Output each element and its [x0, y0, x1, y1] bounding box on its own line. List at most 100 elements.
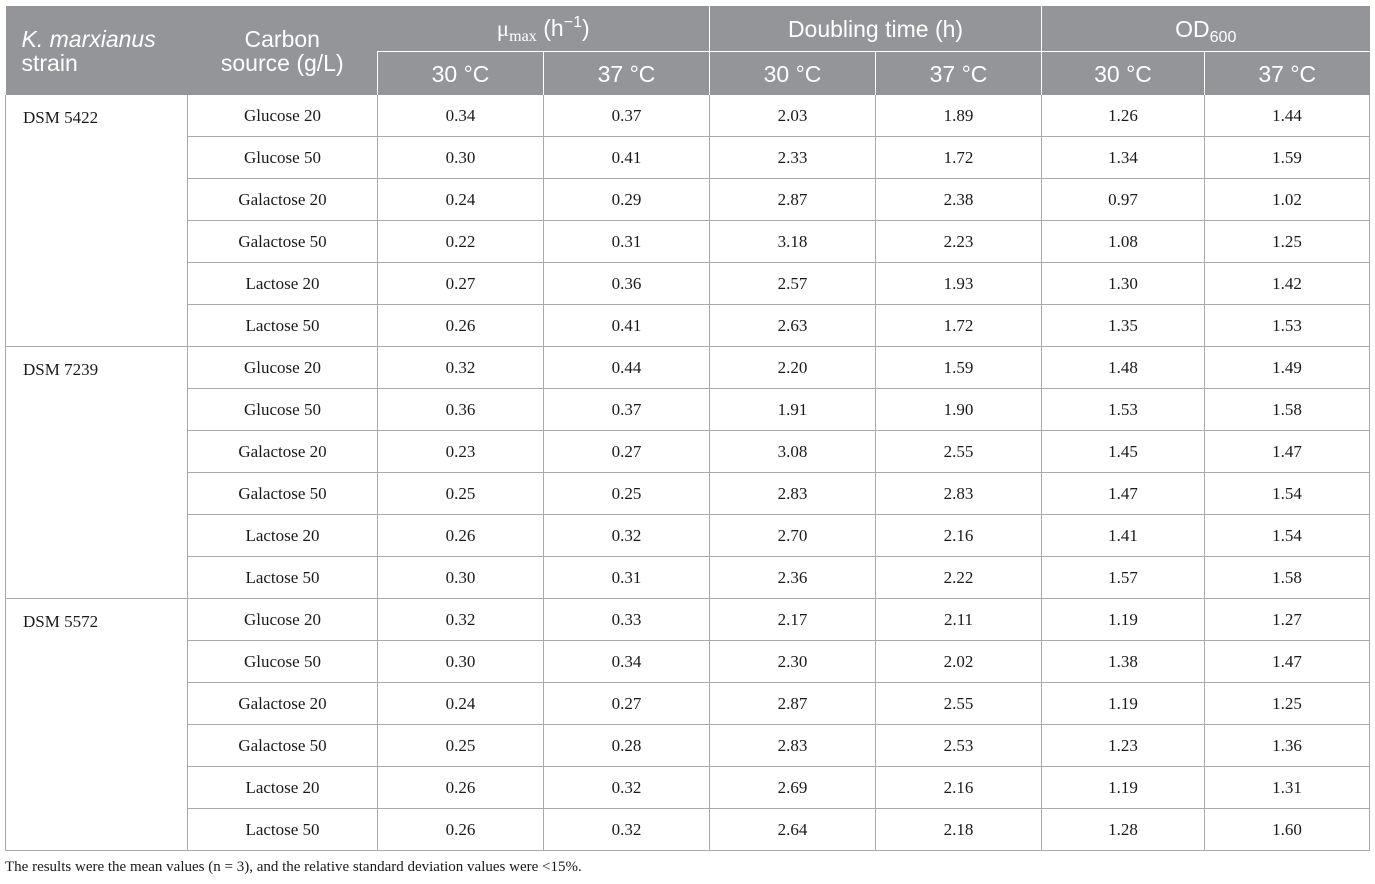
carbon-source-cell: Galactose 50 — [187, 220, 378, 263]
mu-37-cell: 0.32 — [543, 514, 710, 557]
carbon-source-cell: Lactose 20 — [187, 766, 378, 809]
growth-results-table: K. marxianus strain Carbon source (g/L) … — [5, 6, 1371, 851]
results-table-container: K. marxianus strain Carbon source (g/L) … — [5, 6, 1371, 876]
od-37-cell: 1.47 — [1204, 640, 1371, 683]
od-37-cell: 1.25 — [1204, 220, 1371, 263]
mu-30-cell: 0.26 — [377, 808, 544, 851]
doubling-37-cell: 2.02 — [874, 640, 1042, 683]
od-30-cell: 1.19 — [1041, 682, 1205, 725]
doubling-37-cell: 2.83 — [874, 472, 1042, 515]
doubling-37-cell: 1.93 — [874, 262, 1042, 305]
table-row: Galactose 20 0.23 0.27 3.08 2.55 1.45 1.47 — [6, 430, 1371, 473]
mu-37-cell: 0.33 — [543, 598, 710, 641]
doubling-time-label: Doubling time (h) — [787, 15, 964, 42]
table-row: Lactose 50 0.26 0.41 2.63 1.72 1.35 1.53 — [6, 304, 1371, 347]
carbon-source-cell: Galactose 20 — [187, 682, 378, 725]
mu-subscript: max — [509, 27, 537, 45]
doubling-37-cell: 2.53 — [874, 724, 1042, 767]
doubling-time-group-header: Doubling time (h) — [708, 6, 1042, 52]
doubling-30-cell: 2.33 — [709, 136, 876, 179]
mu-unit-exponent: −1 — [563, 13, 583, 32]
doubling-37-cell: 1.89 — [874, 95, 1042, 137]
table-row: Lactose 20 0.27 0.36 2.57 1.93 1.30 1.42 — [6, 262, 1371, 305]
doubling-37-cell: 2.55 — [874, 430, 1042, 473]
od-30-cell: 1.28 — [1041, 808, 1205, 851]
doubling-30-cell: 2.87 — [709, 178, 876, 221]
od-30-cell: 1.48 — [1041, 346, 1205, 389]
carbon-source-column-header: Carbon source (g/L) — [187, 6, 378, 95]
mu-30-cell: 0.34 — [377, 95, 544, 137]
od-37-cell: 1.31 — [1204, 766, 1371, 809]
mu-30-cell: 0.24 — [377, 178, 544, 221]
doubling-30-cell: 3.18 — [709, 220, 876, 263]
od-30-cell: 1.34 — [1041, 136, 1205, 179]
strain-species-name: K. marxianus — [21, 25, 156, 52]
carbon-source-cell: Glucose 50 — [187, 136, 378, 179]
od-30-cell: 1.41 — [1041, 514, 1205, 557]
mu-37-cell: 0.32 — [543, 766, 710, 809]
od-subscript: 600 — [1209, 27, 1237, 46]
table-row: Lactose 20 0.26 0.32 2.69 2.16 1.19 1.31 — [6, 766, 1371, 809]
doubling-30-cell: 2.57 — [709, 262, 876, 305]
carbon-source-cell: Glucose 50 — [187, 640, 378, 683]
doubling-37-cell: 2.22 — [874, 556, 1042, 599]
od-37-cell: 1.58 — [1204, 388, 1371, 431]
table-row: Lactose 20 0.26 0.32 2.70 2.16 1.41 1.54 — [6, 514, 1371, 557]
od-37-cell: 1.27 — [1204, 598, 1371, 641]
od-37-cell: 1.59 — [1204, 136, 1371, 179]
mu-30-cell: 0.23 — [377, 430, 544, 473]
strain-name-cell: DSM 5572 — [5, 598, 188, 851]
mu-37-cell: 0.41 — [543, 304, 710, 347]
od-37-cell: 1.25 — [1204, 682, 1371, 725]
od-30-cell: 1.53 — [1041, 388, 1205, 431]
od-30-cell: 1.19 — [1041, 766, 1205, 809]
table-footnote: The results were the mean values (n = 3)… — [5, 859, 582, 875]
mu-30-cell: 0.36 — [377, 388, 544, 431]
table-row: Glucose 50 0.30 0.41 2.33 1.72 1.34 1.59 — [6, 136, 1371, 179]
doubling-37-cell: 1.72 — [874, 304, 1042, 347]
table-row: Galactose 20 0.24 0.29 2.87 2.38 0.97 1.02 — [6, 178, 1371, 221]
od-37-cell: 1.54 — [1204, 472, 1371, 515]
doubling-30-cell: 1.91 — [709, 388, 876, 431]
doubling-30-cell: 2.70 — [709, 514, 876, 557]
mu-37-cell: 0.41 — [543, 136, 710, 179]
od-30-header: 30 °C — [1041, 51, 1205, 95]
od-30-cell: 1.23 — [1041, 724, 1205, 767]
doubling-37-cell: 1.72 — [874, 136, 1042, 179]
mu-30-cell: 0.30 — [377, 136, 544, 179]
doubling-37-cell: 2.18 — [874, 808, 1042, 851]
table-row: DSM 5572 Glucose 20 0.32 0.33 2.17 2.11 1.19 1.… — [5, 598, 1371, 851]
mu-30-cell: 0.30 — [377, 556, 544, 599]
table-row: Galactose 20 0.24 0.27 2.87 2.55 1.19 1.25 — [6, 682, 1371, 725]
mu-30-cell: 0.26 — [377, 514, 544, 557]
table-row: Galactose 50 0.22 0.31 3.18 2.23 1.08 1.25 — [6, 220, 1371, 263]
mu-30-cell: 0.30 — [377, 640, 544, 683]
od-37-cell: 1.54 — [1204, 514, 1371, 557]
od-37-cell: 1.58 — [1204, 556, 1371, 599]
mu-30-cell: 0.26 — [377, 766, 544, 809]
doubling-30-cell: 2.03 — [709, 95, 876, 137]
carbon-source-cell: Galactose 50 — [187, 724, 378, 767]
doubling-30-cell: 2.20 — [709, 346, 876, 389]
carbon-source-cell: Galactose 50 — [187, 472, 378, 515]
od-37-header: 37 °C — [1204, 51, 1370, 95]
table-row: Lactose 50 0.30 0.31 2.36 2.22 1.57 1.58 — [6, 556, 1371, 599]
mu-30-header: 30 °C — [377, 51, 544, 95]
doubling-30-cell: 2.63 — [709, 304, 876, 347]
mu-37-cell: 0.28 — [543, 724, 710, 767]
table-row: DSM 5422 Glucose 20 0.34 0.37 2.03 1.89 1.26 1.… — [5, 95, 1371, 347]
mu-unit-post: ) — [582, 15, 590, 41]
mu-37-cell: 0.32 — [543, 808, 710, 851]
carbon-source-cell: Glucose 20 — [187, 346, 378, 389]
carbon-source-cell: Galactose 20 — [187, 178, 378, 221]
carbon-source-cell: Lactose 50 — [187, 556, 378, 599]
doubling-30-header: 30 °C — [709, 51, 876, 95]
mu-30-cell: 0.22 — [377, 220, 544, 263]
mu-37-cell: 0.36 — [543, 262, 710, 305]
od-30-cell: 1.26 — [1041, 95, 1205, 137]
mu-30-cell: 0.27 — [377, 262, 544, 305]
od-label: OD — [1175, 15, 1210, 42]
mu-37-cell: 0.27 — [543, 430, 710, 473]
mu-37-cell: 0.29 — [543, 178, 710, 221]
doubling-30-cell: 3.08 — [709, 430, 876, 473]
